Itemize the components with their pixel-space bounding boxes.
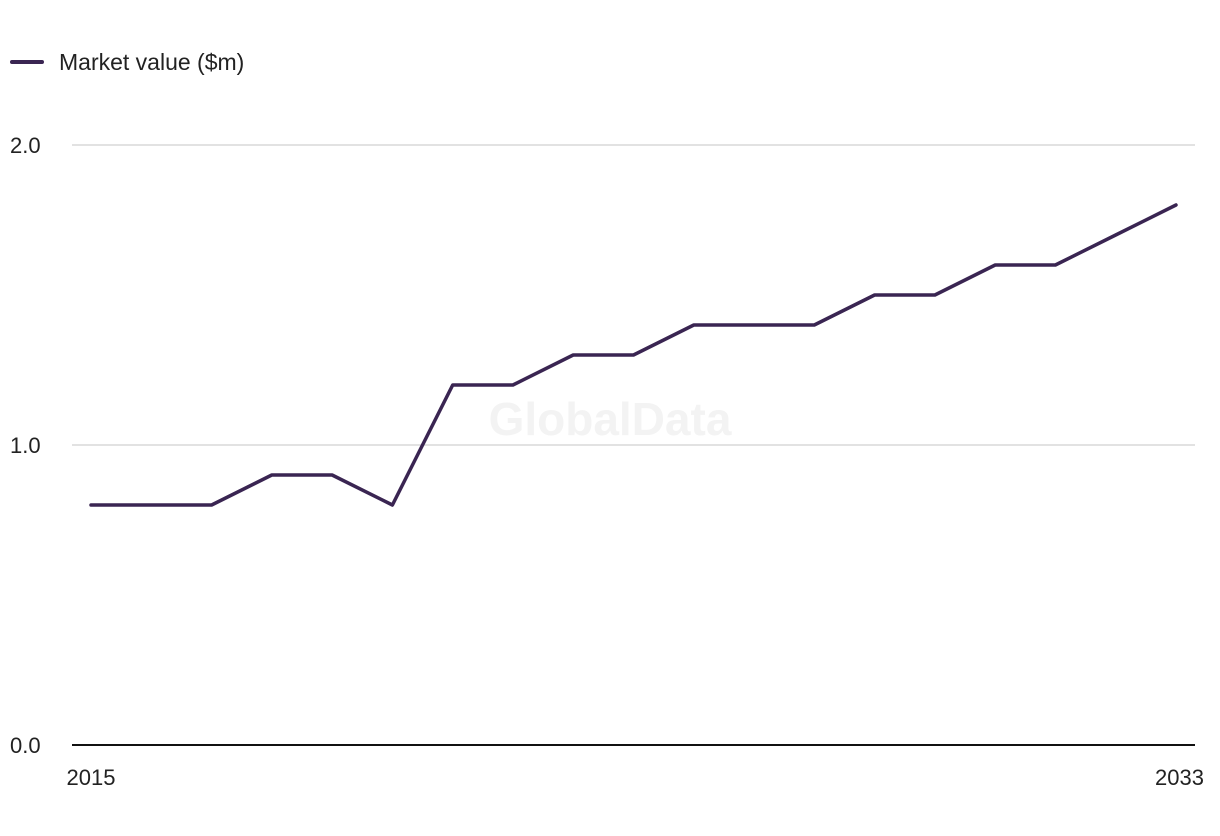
- tick-labels: 0.0 1.0 2.0 2015 2033: [10, 133, 1204, 790]
- legend-label: Market value ($m): [59, 49, 244, 75]
- gridlines: [72, 144, 1195, 446]
- legend: Market value ($m): [10, 49, 244, 75]
- y-tick-label: 1.0: [10, 433, 41, 458]
- x-tick-label: 2015: [67, 765, 116, 790]
- y-tick-label: 0.0: [10, 733, 41, 758]
- series-line: [89, 203, 1178, 507]
- watermark: GlobalData: [489, 393, 732, 445]
- y-tick-label: 2.0: [10, 133, 41, 158]
- x-tick-label: 2033: [1155, 765, 1204, 790]
- series-lines: [89, 203, 1178, 507]
